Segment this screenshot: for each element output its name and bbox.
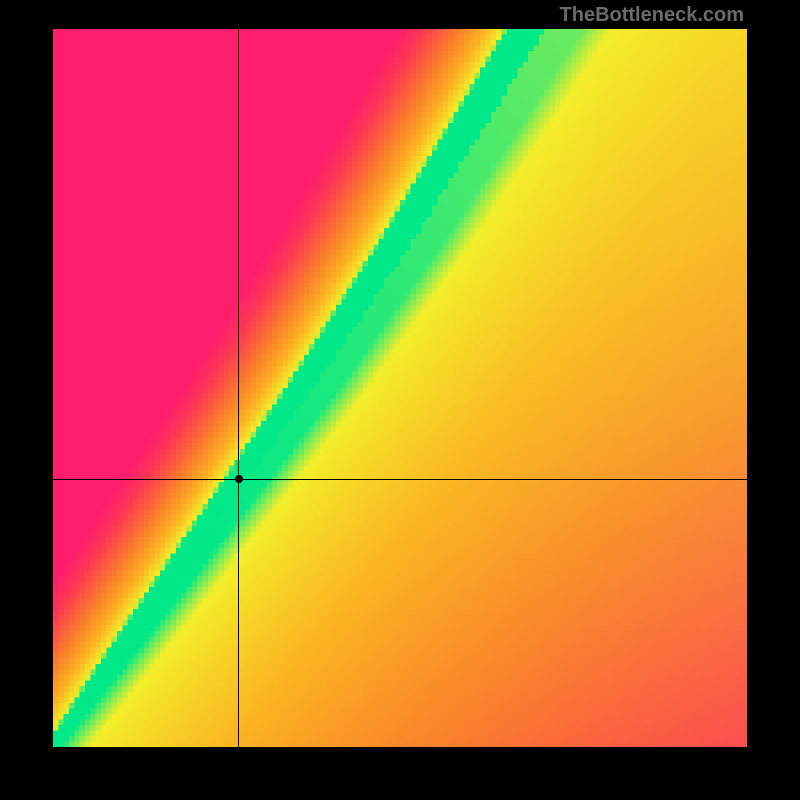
chart-container: TheBottleneck.com [0, 0, 800, 800]
bottleneck-heatmap [53, 29, 747, 747]
watermark-text: TheBottleneck.com [560, 4, 744, 27]
crosshair-horizontal [53, 479, 747, 480]
crosshair-vertical [238, 29, 239, 747]
